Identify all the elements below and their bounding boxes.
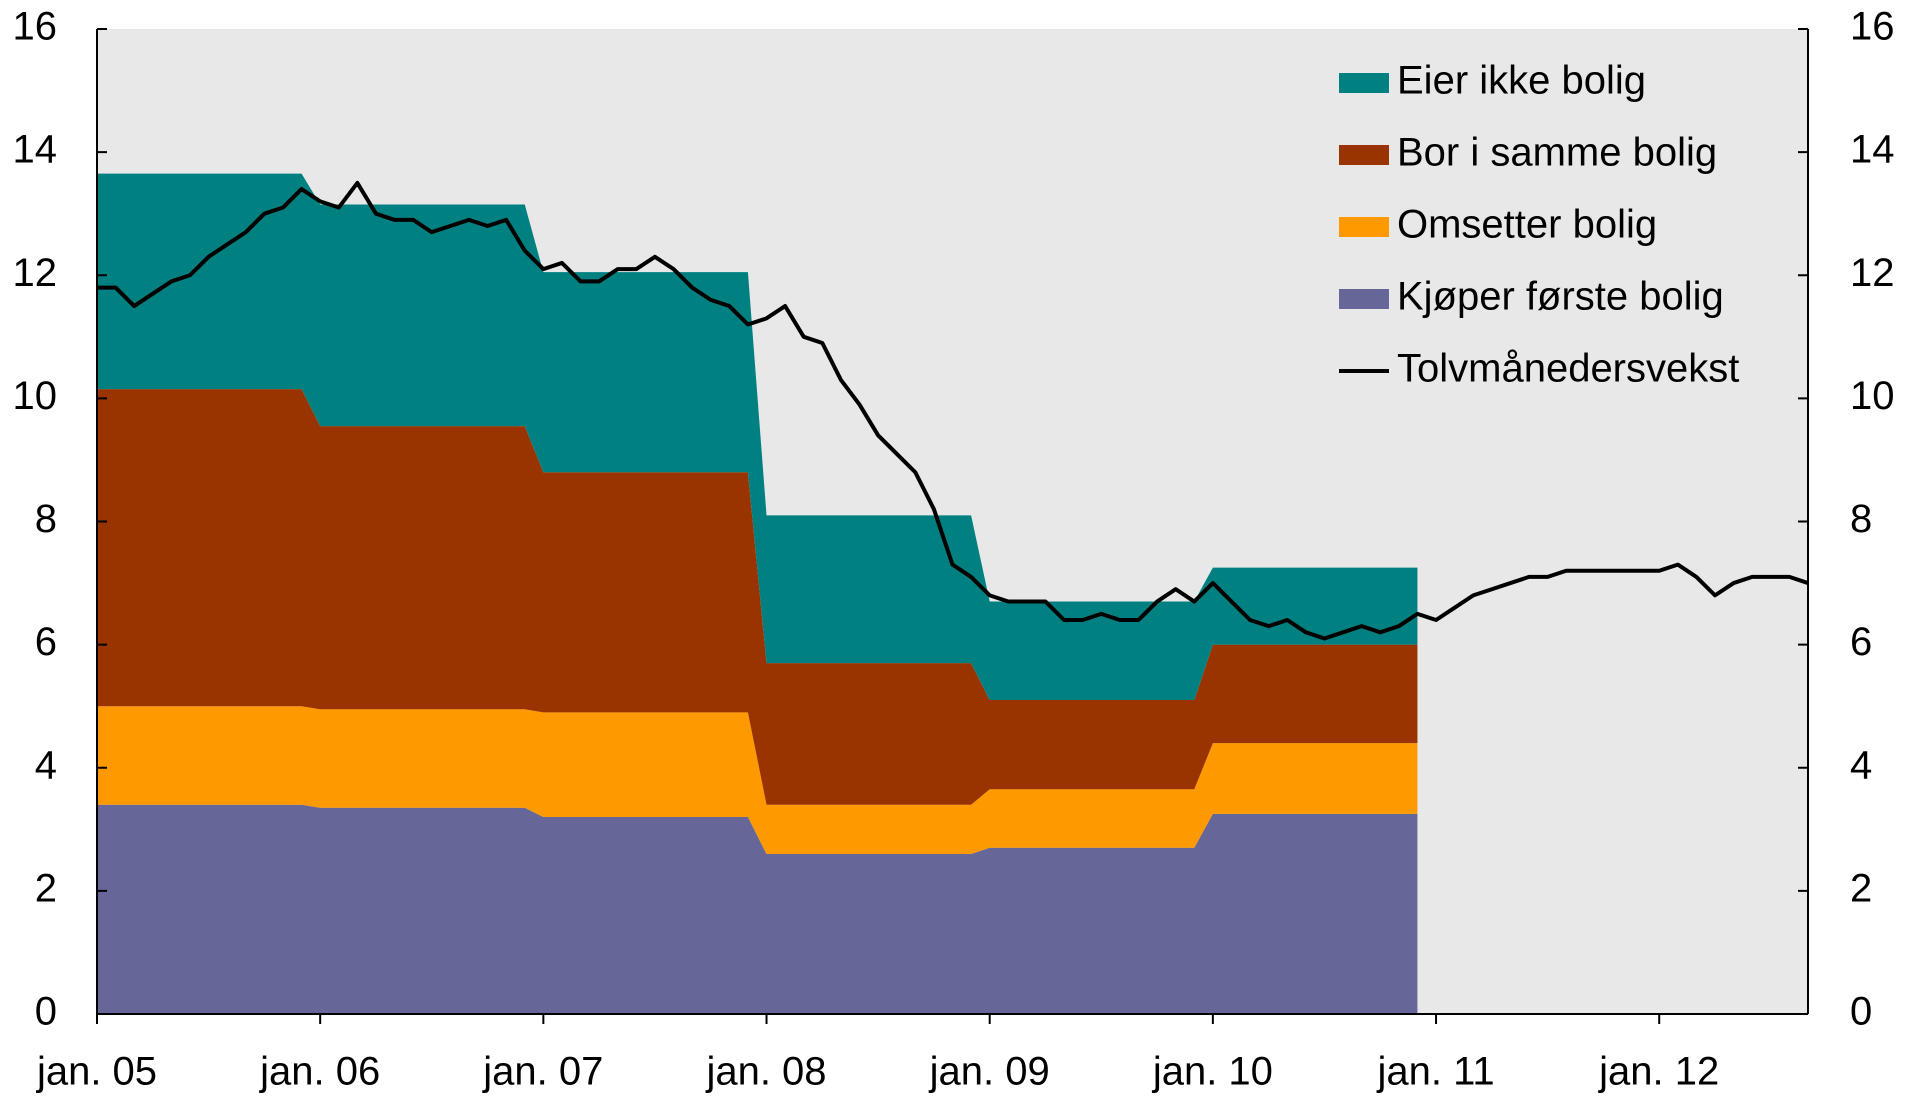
y-tick-label: 6 [35,620,57,664]
line [97,180,1809,641]
x-tick-label: jan. 07 [482,1050,603,1094]
legend-swatch [1339,145,1389,165]
legend-swatch [1339,217,1389,237]
y2-tick-label: 16 [1850,5,1895,49]
x-tick-label: jan. 06 [259,1050,380,1094]
legend-label: Omsetter bolig [1397,203,1657,247]
area [97,804,1418,1014]
y2-tick-label: 2 [1850,866,1872,910]
x-tick-label: jan. 11 [1376,1050,1494,1094]
legend-label: Kjøper første bolig [1397,275,1724,319]
y-tick-label: 8 [35,497,57,541]
y-tick-label: 16 [13,5,58,49]
y-tick-label: 2 [35,866,57,910]
x-tick-label: jan. 08 [705,1050,826,1094]
y-tick-label: 10 [13,374,58,418]
y-tick-label: 0 [35,990,57,1034]
y2-tick-label: 10 [1850,374,1895,418]
y-tick-label: 14 [13,128,58,172]
y2-tick-label: 14 [1850,128,1895,172]
y-tick-label: 12 [13,251,58,295]
y2-tick-label: 0 [1850,990,1872,1034]
y2-tick-label: 8 [1850,497,1872,541]
legend-swatch [1339,73,1389,93]
legend-label: Bor i samme bolig [1397,131,1717,175]
y2-tick-label: 6 [1850,620,1872,664]
y2-tick-label: 4 [1850,743,1872,787]
x-tick-label: jan. 09 [929,1050,1050,1094]
legend-label: Eier ikke bolig [1397,59,1646,103]
area [97,706,1418,854]
x-tick-label: jan. 10 [1152,1050,1273,1094]
legend-swatch [1339,289,1389,309]
x-tick-label: jan. 05 [36,1050,157,1094]
legend-label: Tolvmånedersvekst [1397,347,1739,391]
y-tick-label: 4 [35,743,57,787]
x-tick-label: jan. 12 [1598,1050,1719,1094]
y2-tick-label: 12 [1850,251,1895,295]
area [97,389,1418,805]
area [97,173,1418,701]
